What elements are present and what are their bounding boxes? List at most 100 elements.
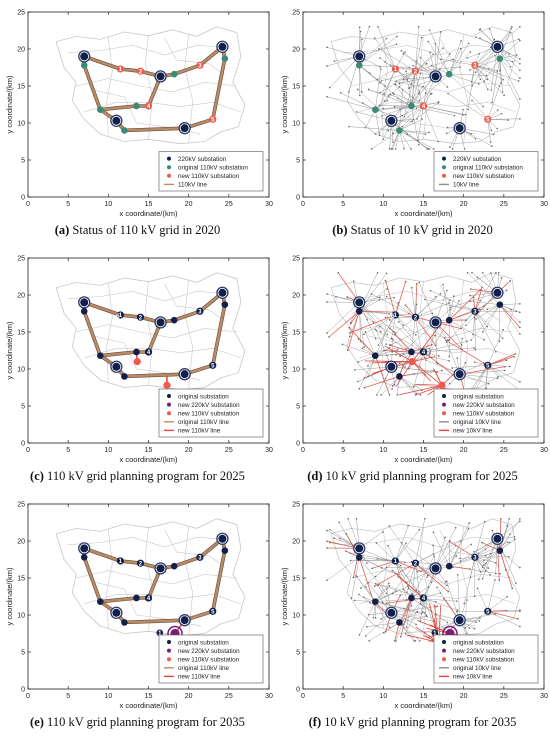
load-point [326,529,328,532]
10kv-line [419,73,450,101]
substation-number: 1 [394,67,398,73]
new-10kv-line [374,355,390,396]
load-point [482,331,484,333]
load-point [393,640,396,642]
10kv-line [357,89,392,121]
10kv-line [449,51,471,75]
load-point [385,37,388,40]
220kv-substation [455,370,464,379]
10kv-line [418,282,436,323]
load-point [498,340,501,343]
load-point [371,567,373,570]
x-axis-label: x coordinate/(km) [120,209,178,218]
load-point [449,382,451,385]
x-tick-label: 10 [379,201,387,208]
10kv-line [391,130,400,149]
original-110kv-substation [408,348,415,356]
load-point [481,286,483,289]
load-point [417,139,419,142]
new-10kv-line [414,383,442,386]
load-point [376,394,378,396]
y-tick-label: 15 [292,84,300,91]
110kv-line [100,321,162,357]
substation-number: 4 [422,104,426,110]
10kv-line [470,304,501,341]
load-point [405,70,407,73]
load-point [447,92,449,95]
load-point [383,100,386,102]
original-110kv-substation [121,127,128,134]
10kv-line [355,575,376,602]
load-point [346,296,349,298]
220kv-substation [156,318,165,327]
legend-label: new 110kV substation [178,657,240,664]
10kv-line [474,65,505,96]
10kv-line [359,557,387,594]
load-point [395,43,398,46]
original-110kv-substation [496,301,504,308]
load-point [408,87,411,89]
load-point [358,593,360,596]
load-point [501,337,504,339]
y-tick-label: 25 [292,256,300,263]
load-point [487,567,490,569]
load-point [418,281,420,284]
x-tick-label: 15 [420,201,428,208]
x-tick-label: 10 [104,693,112,700]
load-point [500,112,503,115]
substation-number: 4 [147,350,151,356]
10kv-line [388,525,416,564]
load-point [393,296,395,299]
substation-number: 1 [394,559,398,565]
substation-number: 6 [116,314,120,320]
load-point [349,331,351,334]
10kv-line [423,597,458,611]
load-point [448,355,451,358]
10kv-line [474,65,504,80]
load-point [474,361,476,363]
legend-box [158,151,264,192]
10kv-line [399,370,435,377]
x-tick-label: 25 [500,201,508,208]
10kv-line [452,365,488,369]
legend: 220kV substation original 110kV substatio… [433,151,539,192]
load-point [396,348,399,351]
10kv-line [413,351,424,387]
load-point [513,538,516,541]
load-point [456,610,458,613]
10kv-line [435,527,456,569]
legend-swatch [167,394,171,398]
load-point [482,105,484,108]
load-point [422,85,424,88]
load-point [373,37,376,39]
load-point [500,277,503,279]
legend-label: new 110kV substation [453,657,515,664]
load-point [494,54,496,57]
load-point [401,114,403,117]
10kv-line [391,612,435,622]
load-point [445,132,448,135]
y-tick-label: 20 [292,539,300,546]
10kv-line [423,347,474,353]
legend-label: new 10kV line [453,674,493,681]
load-point [495,561,497,564]
x-tick-label: 10 [104,201,112,208]
original-110kv-substation [355,553,363,561]
new-10kv-line [359,310,394,313]
load-point [407,587,410,590]
load-point [431,343,433,346]
new-10kv-line [389,327,412,353]
load-point [385,592,388,595]
load-point [451,367,453,369]
load-point [473,347,475,349]
load-point [505,289,508,292]
load-point [472,333,474,336]
10kv-line [474,65,519,82]
load-point [437,140,440,143]
y-tick-label: 0 [296,441,300,448]
substation-number: 1 [158,631,162,637]
load-point [425,614,427,616]
load-point [328,528,331,531]
load-point [446,621,449,624]
10kv-line [399,118,423,131]
